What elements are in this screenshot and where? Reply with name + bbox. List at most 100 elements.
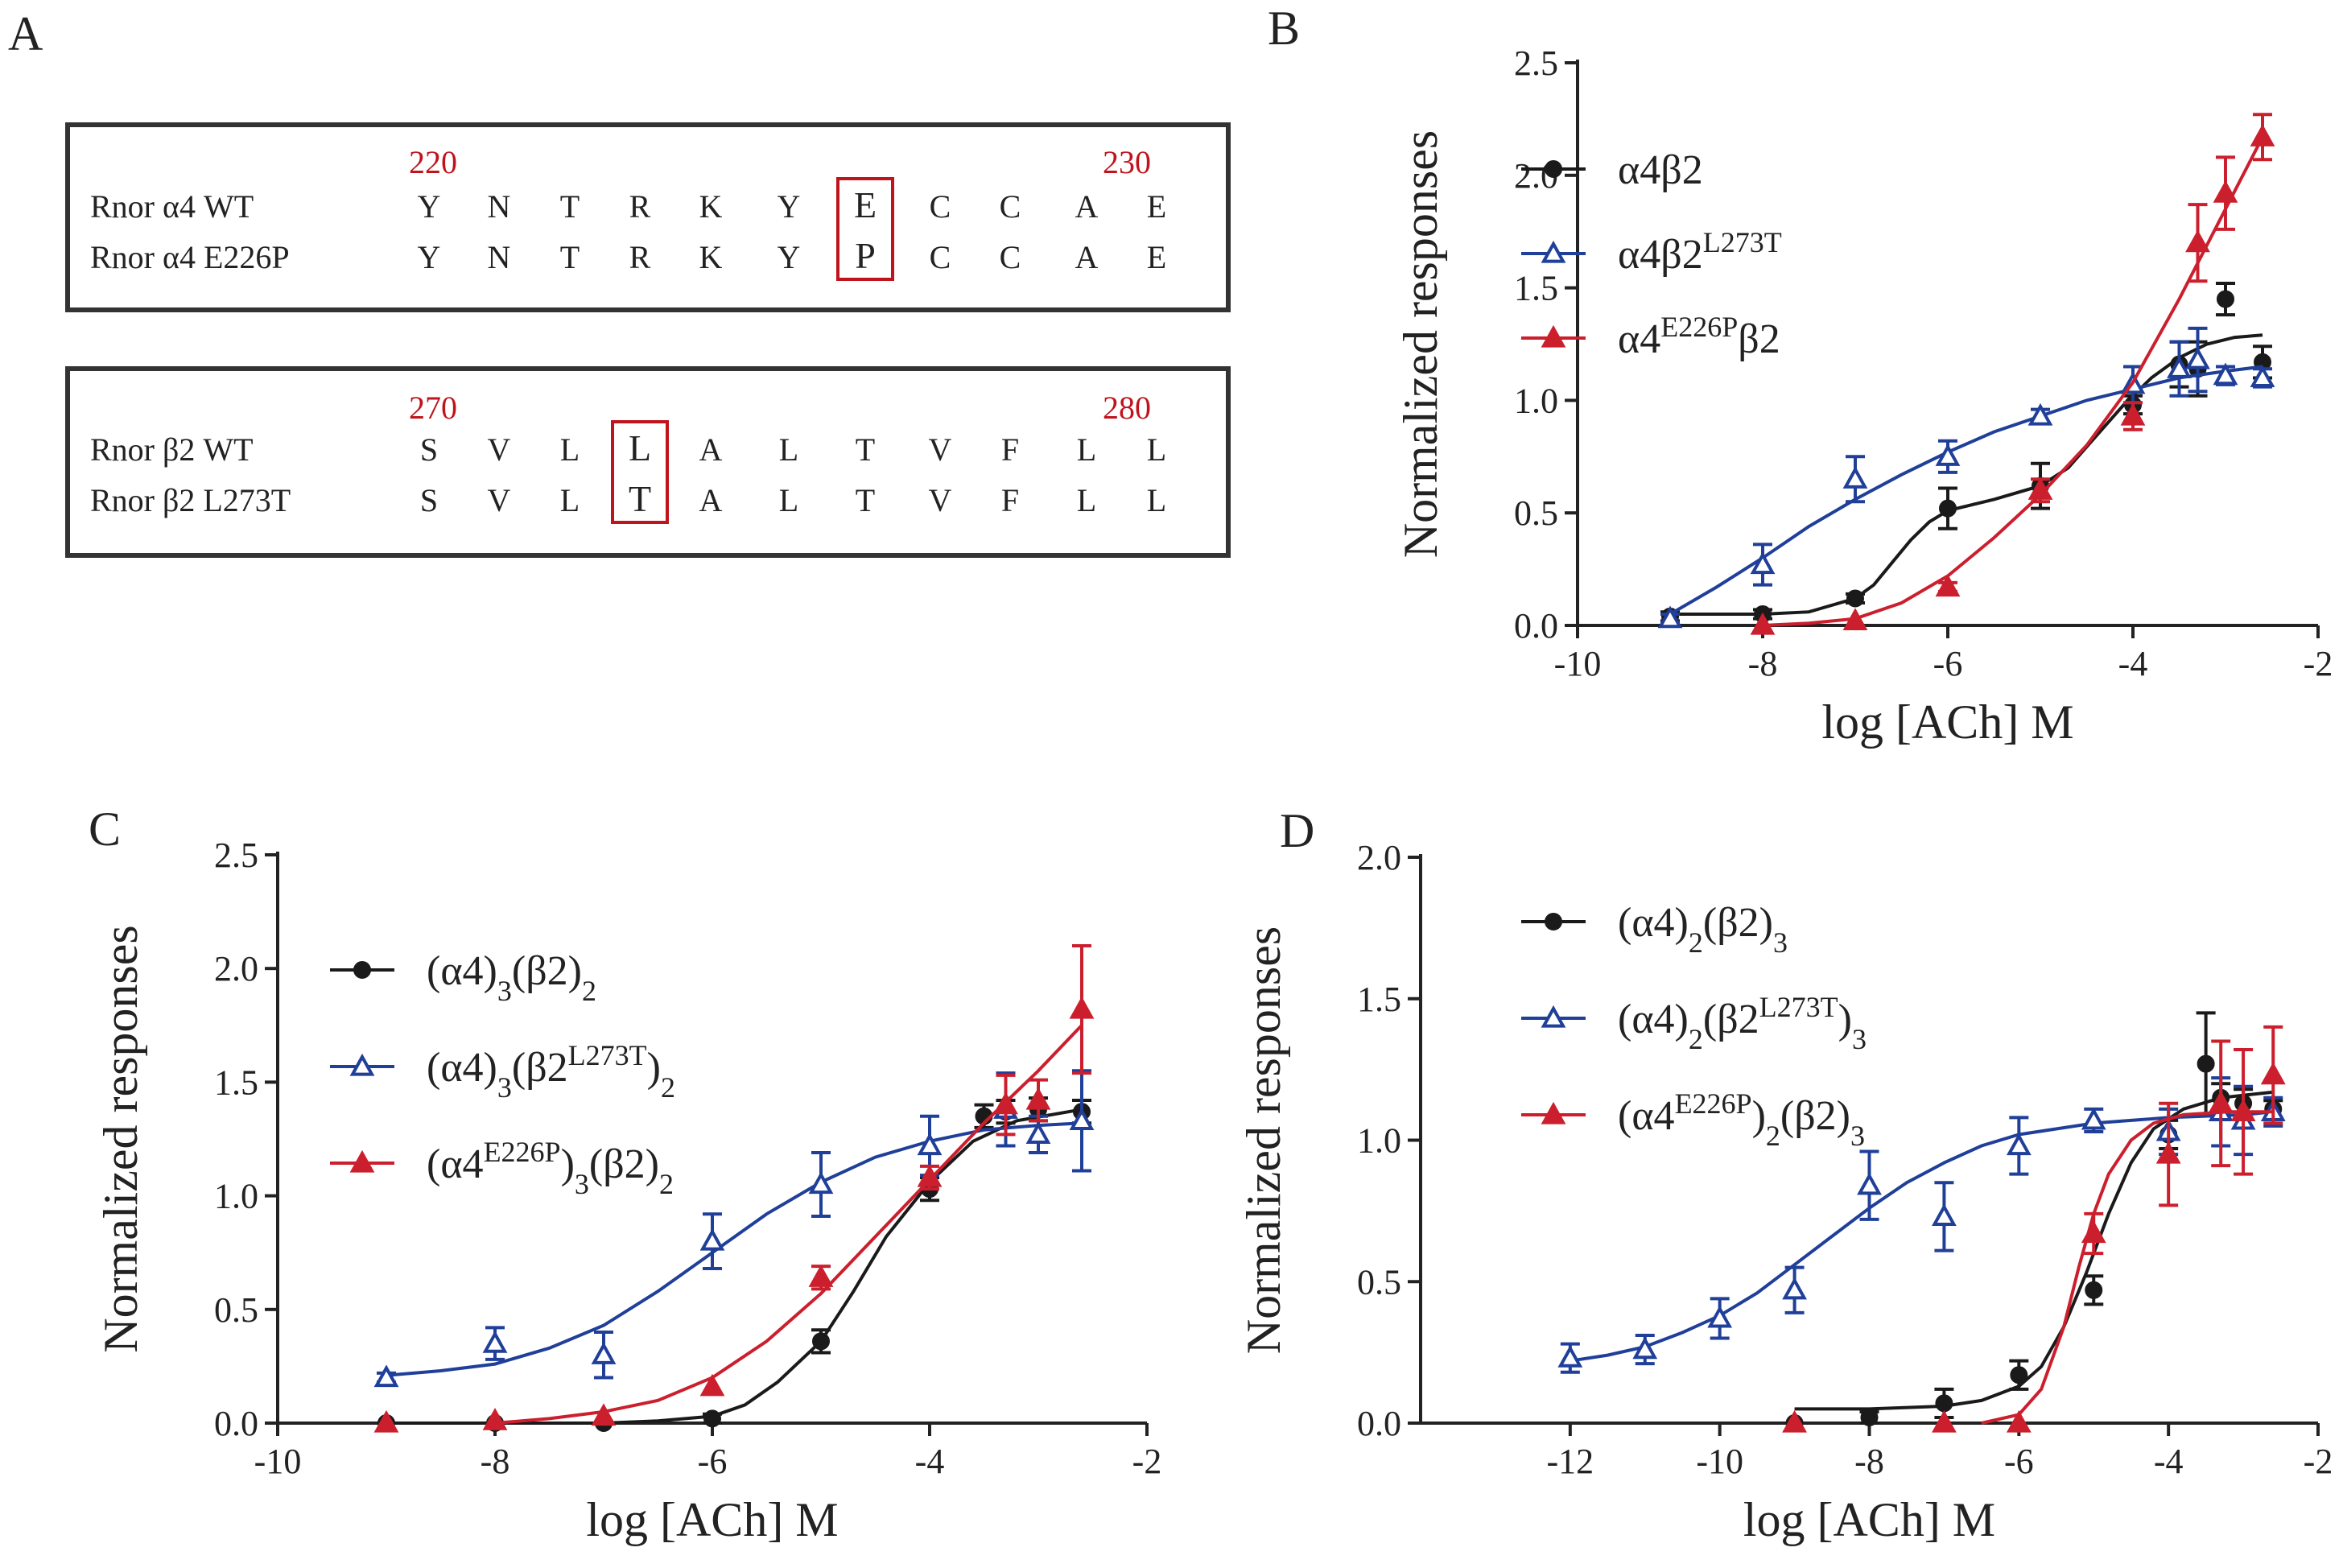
alpha4-wt-label: Rnor α4 WT [90, 188, 254, 225]
data-point-open-triangle [349, 1053, 375, 1076]
series-red [373, 943, 1095, 1433]
data-point-open-triangle [482, 1331, 508, 1353]
data-point-open-triangle [2006, 1133, 2032, 1156]
data-point-circle [703, 1409, 721, 1428]
data-point-filled-triangle [2260, 1062, 2286, 1085]
data-point-open-triangle [591, 1342, 617, 1364]
data-point-open-triangle [373, 1364, 399, 1388]
data-point-circle [2010, 1366, 2028, 1384]
data-point-filled-triangle [1842, 608, 1868, 631]
residue-letter: T [629, 478, 651, 519]
legend-entry: α4β2L273T [1521, 226, 1782, 278]
beta2-residues: S V L L A L T V F L LS V L T A L T V F L L [420, 420, 1166, 524]
data-point-open-triangle [1069, 1108, 1095, 1131]
legend-entry: α4E226Pβ2 [1521, 311, 1780, 362]
residue-letter: V [488, 431, 511, 468]
residue-letter: E [1147, 188, 1166, 225]
alpha4-e226p-label: Rnor α4 E226P [90, 239, 290, 275]
residue-letter: Y [778, 239, 801, 275]
legend-label: α4E226Pβ2 [1618, 311, 1780, 362]
data-point-filled-triangle [1750, 612, 1776, 635]
data-point-filled-triangle [2250, 124, 2275, 146]
alpha4-end-number: 230 [1103, 144, 1151, 180]
residue-letter: F [1001, 431, 1019, 468]
data-point-circle [353, 961, 371, 979]
series-blue [1657, 326, 2275, 629]
data-point-filled-triangle [1541, 1101, 1566, 1124]
residue-letter: Y [418, 239, 441, 275]
data-point-open-triangle [1750, 551, 1776, 575]
residue-letter: L [1147, 482, 1166, 518]
x-tick-label: -6 [698, 1442, 728, 1481]
residue-letter: R [629, 188, 651, 225]
data-point-filled-triangle [349, 1149, 375, 1173]
y-tick-label: 0.0 [1514, 606, 1558, 646]
alpha4-residues: Y N T R K Y E C C A EY N T R K Y P C C A E [418, 177, 1166, 281]
data-point-circle [2085, 1281, 2103, 1299]
x-tick-label: -6 [1933, 644, 1963, 683]
data-point-open-triangle [2213, 362, 2238, 386]
y-tick-label: 0.0 [214, 1404, 258, 1443]
data-point-filled-triangle [591, 1403, 617, 1426]
data-point-filled-triangle [1935, 574, 1961, 597]
panel-letter: D [1280, 804, 1314, 857]
y-tick-label: 2.0 [214, 949, 258, 988]
x-tick-label: -4 [915, 1442, 945, 1481]
x-tick-label: -2 [2304, 644, 2333, 683]
y-tick-label: 1.0 [1514, 381, 1558, 420]
residue-letter: V [929, 431, 952, 468]
residue-letter: V [929, 482, 952, 518]
residue-letter: L [629, 427, 651, 468]
data-point-open-triangle [1541, 240, 1566, 263]
x-tick-label: -4 [2154, 1442, 2184, 1481]
x-axis-title: log [ACh] M [586, 1493, 838, 1546]
y-tick-label: 1.0 [1357, 1121, 1401, 1161]
data-point-open-triangle [2167, 356, 2192, 378]
x-tick-label: -8 [1854, 1442, 1884, 1481]
fit-curve [1981, 1110, 2274, 1425]
residue-letter: A [1075, 239, 1099, 275]
residue-letter: A [699, 482, 723, 518]
legend-label: (α4)3(β2L273T)2 [427, 1039, 675, 1104]
series-red [1782, 1025, 2286, 1433]
x-tick-label: -6 [2004, 1442, 2034, 1481]
data-point-open-triangle [1857, 1172, 1882, 1195]
residue-letter: L [1147, 431, 1166, 468]
data-point-open-triangle [1657, 605, 1683, 629]
beta2-start-number: 270 [409, 390, 457, 426]
data-point-open-triangle [1935, 444, 1961, 466]
data-point-circle [1939, 499, 1957, 518]
data-point-open-triangle [1782, 1277, 1807, 1300]
sequence-box-beta2 [65, 366, 1231, 558]
y-tick-label: 1.5 [1514, 269, 1558, 308]
residue-letter: T [560, 188, 580, 225]
data-point-filled-triangle [2120, 402, 2146, 426]
residue-letter: L [779, 482, 798, 518]
y-axis-title: Normalized responses [1237, 926, 1290, 1355]
data-point-circle [2217, 290, 2234, 308]
residue-letter: L [779, 431, 798, 468]
residue-letter: T [560, 239, 580, 275]
data-point-filled-triangle [993, 1091, 1018, 1115]
y-axis-title: Normalized responses [1394, 130, 1447, 559]
legend-entry: α4β2 [1521, 147, 1703, 193]
x-tick-label: -10 [1696, 1442, 1743, 1481]
data-point-filled-triangle [1025, 1087, 1051, 1110]
beta2-end-number: 280 [1103, 390, 1151, 426]
legend-entry: (α4E226P)3(β2)2 [330, 1136, 674, 1200]
alpha4-start-number: 220 [409, 144, 457, 180]
residue-letter: N [488, 239, 511, 275]
data-point-open-triangle [1541, 1005, 1566, 1028]
legend-label: (α4)2(β2)3 [1618, 900, 1788, 959]
residue-letter: P [855, 235, 876, 276]
legend-entry: (α4)3(β2L273T)2 [330, 1039, 675, 1104]
legend-label: α4β2 [1618, 147, 1703, 193]
data-point-circle [812, 1332, 830, 1351]
data-point-circle [1935, 1394, 1953, 1413]
data-point-filled-triangle [2006, 1409, 2032, 1433]
legend-label: (α4)2(β2L273T)3 [1618, 991, 1867, 1055]
data-point-filled-triangle [2208, 1090, 2234, 1113]
panel-d: D 0.0 0.5 1.0 1.5 2.0 -12 -10 -8 -6 -4 -2 log [ACh] … [1237, 804, 2333, 1546]
y-tick-label: 2.0 [1357, 838, 1401, 877]
data-point-filled-triangle [2027, 477, 2053, 500]
